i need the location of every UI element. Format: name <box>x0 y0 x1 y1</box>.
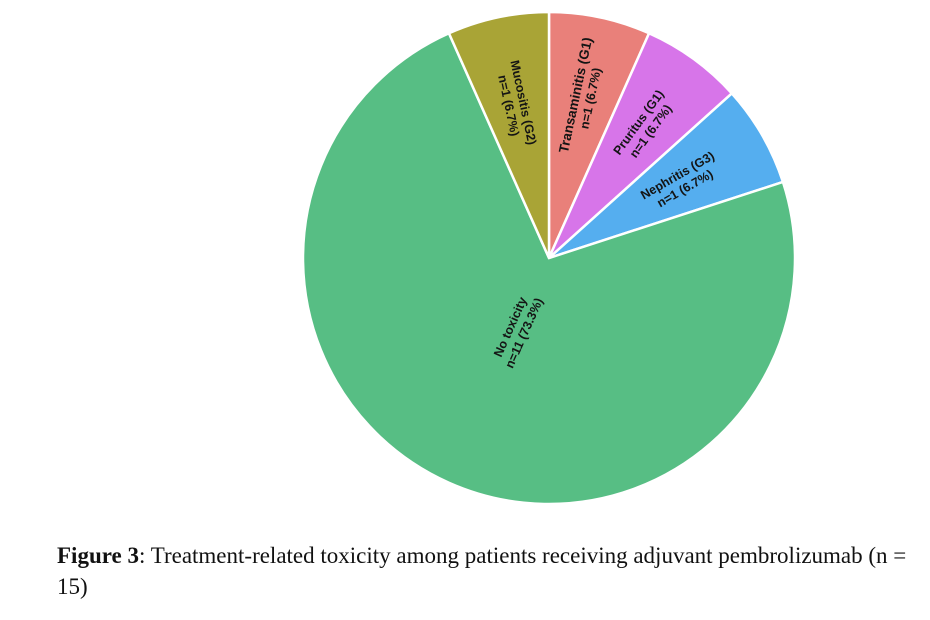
caption-text: : Treatment-related toxicity among patie… <box>57 543 907 599</box>
pie-chart-svg: Transaminitis (G1)n=1 (6.7%) Pruritus (G1… <box>301 10 797 506</box>
figure-label: Figure 3 <box>57 543 139 568</box>
pie-slice-no-toxicity <box>301 31 797 506</box>
pie-chart: Transaminitis (G1)n=1 (6.7%) Pruritus (G1… <box>301 10 797 506</box>
pie-slice-mucositis-g2 <box>447 10 551 259</box>
pie-slices <box>301 10 797 506</box>
figure-caption: Figure 3: Treatment-related toxicity amo… <box>57 540 907 602</box>
